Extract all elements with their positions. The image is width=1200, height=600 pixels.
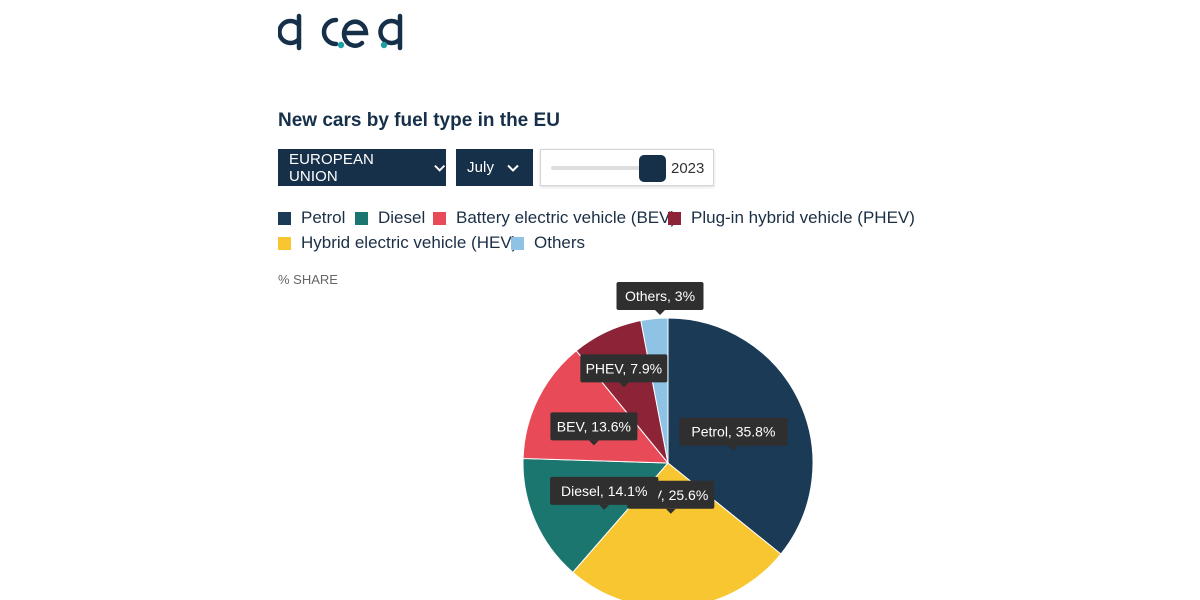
pie-slice-others[interactable]: [640, 317, 669, 464]
legend-label: Others: [534, 233, 586, 252]
data-label-diesel: Diesel, 14.1%: [550, 476, 659, 510]
legend-label: Petrol: [301, 208, 346, 227]
legend-item-petrol[interactable]: Petrol: [278, 208, 345, 228]
region-dropdown-label: EUROPEAN UNION: [289, 150, 374, 185]
data-label-petrol: Petrol, 35.8%: [679, 417, 788, 451]
data-label-phev: PHEV, 7.9%: [580, 354, 668, 388]
legend-label: Battery electric vehicle (BEV): [456, 208, 677, 227]
legend-item-diesel[interactable]: Diesel: [355, 208, 425, 228]
data-label-text: Petrol, 35.8%: [691, 424, 775, 440]
data-label-others: Others, 3%: [616, 282, 704, 315]
data-label-pointer: [588, 440, 599, 446]
unit-label: % SHARE: [278, 272, 338, 287]
legend-swatch: [355, 211, 368, 225]
data-label-text: Diesel, 14.1%: [561, 483, 647, 499]
legend-item-others[interactable]: Others: [511, 233, 585, 253]
legend-swatch: [278, 211, 291, 225]
data-label-box: [550, 412, 638, 441]
region-dropdown[interactable]: EUROPEAN UNION: [278, 149, 446, 186]
legend-swatch: [278, 236, 291, 250]
data-label-text: PHEV, 7.9%: [586, 360, 663, 376]
month-dropdown[interactable]: July: [456, 149, 533, 186]
legend-item-phev[interactable]: Plug-in hybrid vehicle (PHEV): [668, 208, 915, 228]
data-label-text: Others, 3%: [625, 288, 695, 304]
chevron-down-icon: [433, 164, 445, 172]
logo-accent-dot: [380, 41, 388, 49]
logo-accent-dot: [337, 41, 345, 49]
legend-item-bev[interactable]: Battery electric vehicle (BEV): [433, 208, 676, 228]
legend-label: Hybrid electric vehicle (HEV): [301, 233, 518, 252]
legend-swatch: [433, 211, 446, 225]
data-label-box: [580, 354, 668, 383]
legend-swatch: [511, 236, 524, 250]
legend-label: Diesel: [378, 208, 426, 227]
pie-slice-hev[interactable]: [572, 462, 782, 600]
legend-label: Plug-in hybrid vehicle (PHEV): [691, 208, 915, 227]
chart-title: New cars by fuel type in the EU: [278, 110, 560, 131]
data-label-bev: BEV, 13.6%: [550, 412, 638, 446]
data-label-box: [679, 417, 788, 446]
data-label-text: BEV, 13.6%: [557, 418, 631, 434]
legend-swatch: [668, 211, 681, 225]
data-label-box: [616, 282, 704, 310]
legend-item-hev[interactable]: Hybrid electric vehicle (HEV): [278, 233, 517, 253]
acea-logo: [278, 13, 403, 51]
data-label-box: [550, 476, 659, 505]
year-slider: 2023: [540, 149, 714, 186]
chevron-down-icon: [507, 164, 519, 172]
data-label-pointer: [665, 508, 676, 514]
data-label-pointer: [728, 445, 739, 451]
data-label-pointer: [599, 504, 610, 510]
month-dropdown-label: July: [467, 159, 495, 176]
year-slider-thumb[interactable]: [638, 155, 666, 182]
data-label-pointer: [618, 382, 629, 388]
data-label-pointer: [655, 310, 665, 315]
year-slider-track[interactable]: [551, 166, 661, 170]
year-slider-value: 2023: [671, 160, 705, 177]
